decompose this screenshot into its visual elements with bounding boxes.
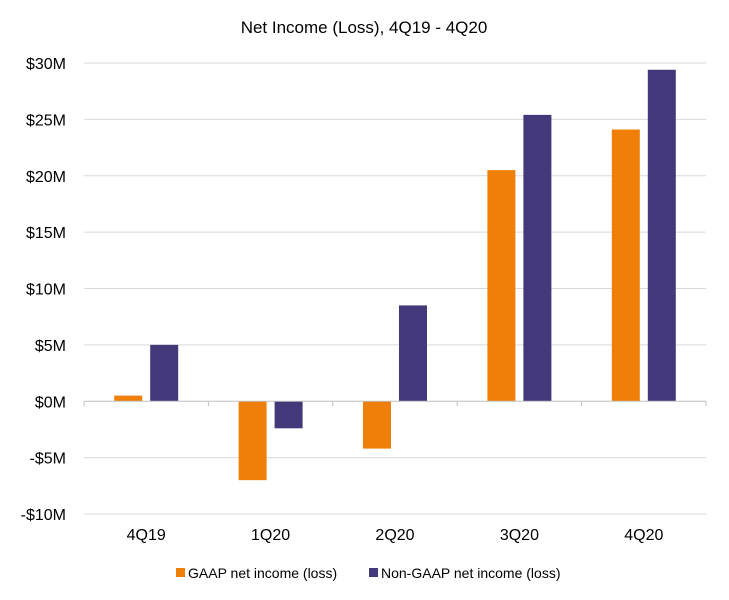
x-tick-label: 2Q20 [375,527,414,544]
chart-title: Net Income (Loss), 4Q19 - 4Q20 [241,18,488,37]
x-tick-label: 3Q20 [500,527,539,544]
bar-gaap-4q20 [611,129,640,402]
legend-label-non-gaap: Non-GAAP net income (loss) [381,565,560,581]
legend: GAAP net income (loss) Non-GAAP net incom… [176,565,560,581]
zero-axis [83,400,707,407]
bars [114,69,676,481]
bar-gaap-3q20 [487,170,516,402]
bar-gaap-4q19 [114,395,143,402]
y-tick-label: $20M [26,169,66,186]
bar-non-gaap-2q20 [399,305,427,402]
legend-label-gaap: GAAP net income (loss) [188,565,337,581]
y-tick-label: $30M [26,56,66,73]
y-tick-label: $15M [26,225,66,242]
y-tick-label: $5M [35,338,66,355]
bar-non-gaap-3q20 [523,114,552,402]
x-tick-label: 1Q20 [251,527,290,544]
bar-gaap-2q20 [363,401,391,449]
y-tick-label: -$10M [21,507,66,524]
x-tick-label: 4Q19 [127,527,166,544]
x-tick-label: 4Q20 [624,527,663,544]
gridlines [84,62,706,515]
legend-swatch-gaap [176,568,185,577]
y-tick-label: $25M [26,112,66,129]
legend-swatch-non-gaap [369,568,378,577]
bar-gaap-1q20 [238,401,267,481]
bar-non-gaap-4q20 [647,69,676,402]
bar-non-gaap-1q20 [274,401,303,429]
y-tick-label: -$5M [30,451,66,468]
y-tick-label: $0M [35,394,66,411]
y-tick-label: $10M [26,282,66,299]
y-axis-tick-labels: $30M $25M $20M $15M $10M $5M $0M -$5M -$10M [21,56,66,524]
x-axis-tick-labels: 4Q19 1Q20 2Q20 3Q20 4Q20 [127,527,664,544]
bar-non-gaap-4q19 [150,344,179,402]
